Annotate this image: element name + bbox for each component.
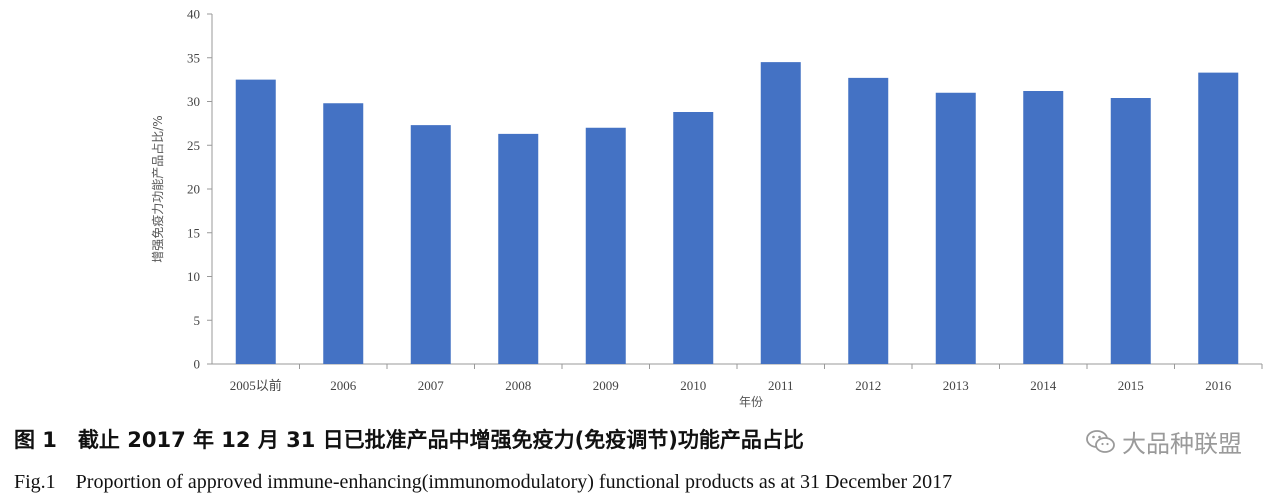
bar-8	[935, 92, 976, 364]
x-axis-title: 年份	[739, 395, 763, 409]
x-tick-label: 2016	[1205, 378, 1232, 393]
y-tick-label: 35	[187, 50, 200, 65]
x-tick-label: 2015	[1118, 378, 1144, 393]
x-tick-label: 2013	[943, 378, 969, 393]
x-tick-label: 2008	[505, 378, 531, 393]
x-axis-ticks: 2005以前 2006 2007 2008 2009 2010 2011 2012 2013 20…	[230, 364, 1263, 393]
bar-4	[585, 127, 626, 364]
bar-2	[410, 125, 451, 364]
caption-chinese: 图 1 截止 2017 年 12 月 31 日已批准产品中增强免疫力(免疫调节)…	[14, 428, 804, 452]
bar-1	[323, 103, 364, 364]
bar-7	[848, 77, 889, 364]
bar-9	[1023, 91, 1064, 364]
y-tick-label: 40	[187, 7, 200, 22]
bar-10	[1110, 98, 1151, 364]
caption-english: Fig.1 Proportion of approved immune-enha…	[14, 471, 953, 493]
y-tick-label: 20	[187, 182, 200, 197]
x-tick-label: 2009	[593, 378, 619, 393]
watermark-text: 大品种联盟	[1122, 430, 1242, 458]
y-tick-label: 10	[187, 269, 200, 284]
x-tick-label: 2011	[768, 378, 794, 393]
x-tick-label: 2014	[1030, 378, 1057, 393]
bar-3	[498, 133, 539, 364]
bars	[235, 62, 1239, 364]
x-tick-label: 2005以前	[230, 378, 282, 393]
bar-5	[673, 112, 714, 364]
wechat-icon	[1086, 429, 1115, 453]
bar-0	[235, 79, 276, 364]
y-axis-ticks: 0 5 10 15 20 25 30 35 40	[187, 7, 212, 372]
watermark: 大品种联盟	[1086, 424, 1242, 459]
y-tick-label: 25	[187, 138, 200, 153]
y-tick-label: 30	[187, 94, 200, 109]
y-tick-label: 5	[194, 313, 201, 328]
bar-11	[1198, 72, 1239, 364]
y-axis-title: 增强免疫力功能产品占比/%	[150, 115, 165, 262]
x-tick-label: 2006	[330, 378, 357, 393]
x-tick-label: 2010	[680, 378, 706, 393]
bar-6	[760, 62, 801, 364]
x-tick-label: 2007	[418, 378, 445, 393]
y-tick-label: 15	[187, 225, 200, 240]
x-tick-label: 2012	[855, 378, 881, 393]
y-tick-label: 0	[194, 357, 201, 372]
